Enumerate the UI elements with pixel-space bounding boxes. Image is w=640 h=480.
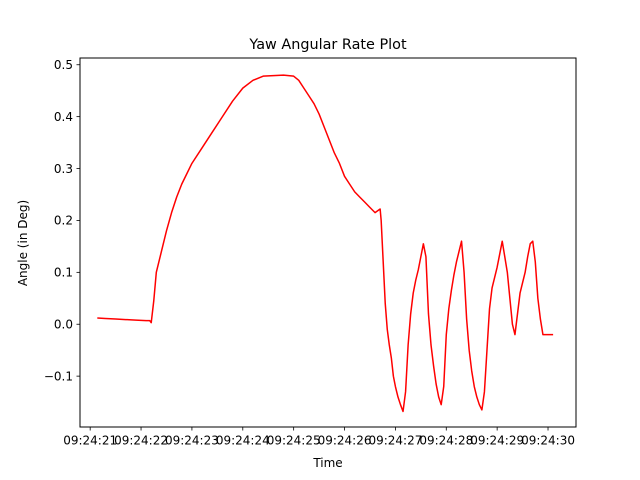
plot-area [80,58,576,427]
y-axis-label: Angle (in Deg) [16,200,30,286]
x-tick-label: 09:24:30 [521,434,575,448]
y-tick-label: 0.4 [54,110,73,124]
y-axis-ticks: −0.1 0.0 0.1 0.2 0.3 0.4 0.5 [44,58,80,383]
x-tick-label: 09:24:23 [165,434,219,448]
y-tick-label: 0.5 [54,58,73,72]
x-tick-label: 09:24:21 [63,434,117,448]
plot-frame [79,57,577,428]
chart-title: Yaw Angular Rate Plot [248,37,407,53]
x-tick-label: 09:24:29 [470,434,524,448]
y-tick-label: 0.1 [54,266,73,280]
x-tick-label: 09:24:27 [368,434,422,448]
x-tick-label: 09:24:26 [318,434,372,448]
x-tick-label: 09:24:25 [267,434,321,448]
x-tick-label: 09:24:22 [114,434,168,448]
y-tick-label: 0.3 [54,162,73,176]
y-tick-label: 0.0 [54,318,73,332]
x-axis-ticks: 09:24:2109:24:2209:24:2309:24:2409:24:25… [63,427,575,448]
series-line-0 [97,74,554,413]
x-axis-label: Time [312,456,342,470]
y-tick-label: −0.1 [44,369,73,383]
y-tick-label: 0.2 [54,214,73,228]
x-tick-label: 09:24:24 [216,434,270,448]
x-tick-label: 09:24:28 [419,434,473,448]
series-layer [97,74,554,413]
